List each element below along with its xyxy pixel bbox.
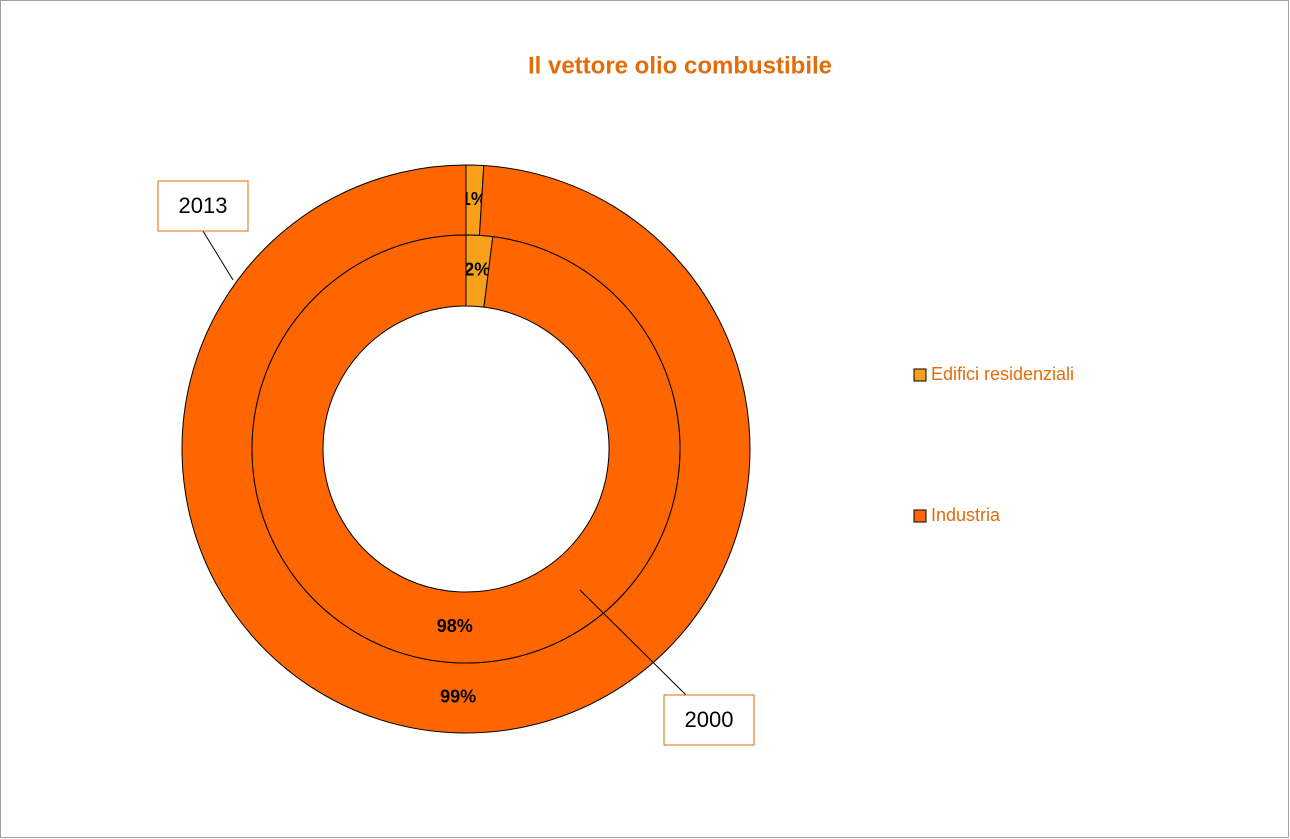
legend-swatch [913,509,927,523]
callout-box [663,694,755,746]
legend-swatch [913,368,927,382]
chart-title: Il vettore olio combustibile [528,52,832,79]
callout-box [157,180,249,232]
data-label: 1% [461,189,487,209]
series-label: 2013 [179,193,228,218]
callout-line [202,230,234,281]
data-label: 99% [440,687,476,707]
donut-slice [251,234,681,664]
callout-line [579,589,687,696]
legend-label: Edifici residenziali [931,364,1074,384]
legend-label: Industria [931,505,1001,525]
series-label: 2000 [685,707,734,732]
data-label: 2% [464,260,490,280]
data-label: 98% [437,616,473,636]
